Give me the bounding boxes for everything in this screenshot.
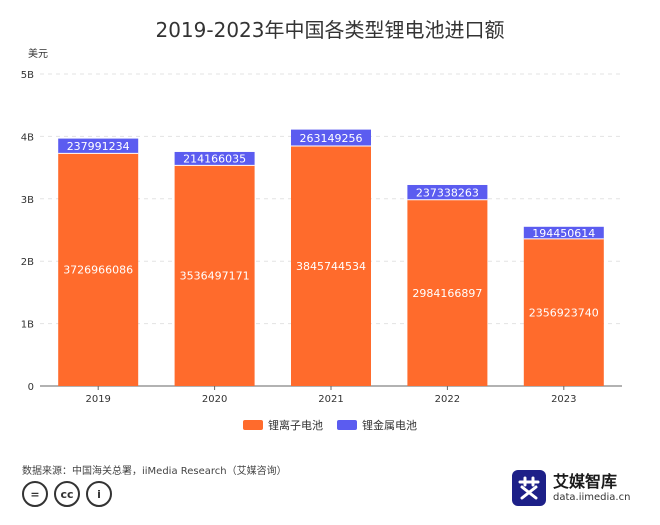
x-tick-label: 2019	[85, 394, 110, 405]
legend-label-li-ion: 锂离子电池	[268, 419, 323, 432]
y-unit-layer: 美元	[28, 47, 48, 60]
bar-li-metal[interactable]	[523, 226, 604, 239]
source-note: 数据来源：中国海关总署，iiMedia Research（艾媒咨询）	[22, 466, 287, 477]
legend-item-li-metal[interactable]: 锂金属电池	[337, 417, 417, 433]
bar-li-metal[interactable]	[407, 184, 488, 200]
legend: 锂离子电池 锂金属电池	[0, 417, 660, 433]
data-label-li-ion: 3726966086	[63, 264, 133, 277]
bar-li-ion[interactable]	[523, 238, 604, 386]
bar-li-metal[interactable]	[58, 138, 139, 154]
chart-title: 2019-2023年中国各类型锂电池进口额	[155, 18, 505, 42]
person-icon: i	[86, 481, 112, 507]
legend-label-li-metal: 锂金属电池	[362, 419, 417, 432]
chart-plot: 0 1B 2B 3B 4B 5B 2019 2020 2021 2022 2023 37269660…	[21, 70, 622, 405]
legend-item-li-ion[interactable]: 锂离子电池	[243, 417, 323, 433]
bar-li-ion[interactable]	[174, 165, 255, 386]
brand-url: data.iimedia.cn	[553, 492, 631, 503]
data-label-li-metal: 263149256	[300, 132, 363, 145]
bar-li-ion[interactable]	[58, 153, 139, 386]
brand-name: 艾媒智库	[553, 472, 618, 491]
brand-logo-block: 艾媒智库 data.iimedia.cn	[512, 470, 630, 506]
data-labels: 3726966086 237991234 3536497171 214166035 38…	[63, 132, 599, 320]
bars	[58, 129, 604, 386]
x-tick-label: 2023	[551, 394, 576, 405]
y-axis-unit-label: 美元	[28, 47, 48, 60]
legend-swatch-li-ion	[243, 420, 263, 430]
data-label-li-ion: 3845744534	[296, 260, 366, 273]
y-tick-label: 5B	[21, 70, 34, 81]
y-tick-label: 2B	[21, 257, 34, 268]
bar-li-ion[interactable]	[291, 146, 371, 386]
y-tick-label: 3B	[21, 195, 34, 206]
cc-icon: cc	[54, 481, 80, 507]
data-label-li-ion: 2984166897	[412, 287, 482, 300]
y-tick-label: 4B	[21, 132, 34, 143]
x-tick-label: 2020	[202, 394, 227, 405]
y-tick-label: 0	[28, 382, 34, 393]
equals-icon: =	[22, 481, 48, 507]
y-tick-label: 1B	[21, 320, 34, 331]
bar-li-metal[interactable]	[174, 151, 255, 166]
data-label-li-ion: 2356923740	[529, 306, 599, 319]
data-label-li-ion: 3536497171	[180, 270, 250, 283]
brand-logo-icon	[512, 470, 546, 506]
data-label-li-metal: 214166035	[183, 153, 246, 166]
data-label-li-metal: 194450614	[532, 227, 595, 240]
bar-li-metal[interactable]	[291, 129, 371, 147]
bar-li-ion[interactable]	[407, 199, 488, 386]
legend-swatch-li-metal	[337, 420, 357, 430]
x-tick-label: 2021	[318, 394, 343, 405]
brand-logo-glyph	[518, 476, 540, 500]
data-label-li-metal: 237338263	[416, 186, 479, 199]
license-icons: = cc i	[22, 481, 112, 507]
data-label-li-metal: 237991234	[67, 140, 130, 153]
x-tick-label: 2022	[435, 394, 460, 405]
